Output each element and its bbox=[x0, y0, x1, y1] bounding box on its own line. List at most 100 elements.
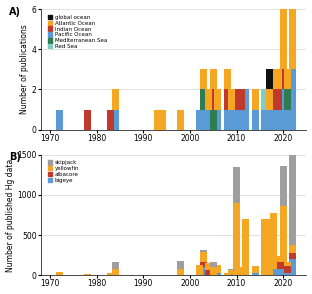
Bar bbox=[238, 110, 245, 130]
Bar bbox=[112, 89, 119, 110]
Text: B): B) bbox=[9, 152, 21, 162]
Bar bbox=[275, 69, 282, 89]
Bar bbox=[210, 263, 217, 267]
Y-axis label: Number of published Hg data: Number of published Hg data bbox=[6, 158, 15, 272]
Bar bbox=[284, 69, 291, 89]
Bar bbox=[228, 89, 235, 110]
Bar bbox=[289, 152, 296, 245]
Bar bbox=[107, 273, 114, 275]
Bar bbox=[242, 219, 249, 275]
Bar bbox=[224, 69, 231, 89]
Bar bbox=[158, 110, 165, 130]
Bar bbox=[205, 270, 212, 275]
Bar bbox=[238, 267, 245, 275]
Bar bbox=[205, 110, 212, 130]
Bar bbox=[224, 89, 231, 110]
Bar bbox=[261, 89, 268, 110]
Bar bbox=[280, 269, 287, 275]
Bar bbox=[112, 269, 119, 275]
Bar bbox=[270, 69, 277, 89]
Text: A): A) bbox=[9, 7, 21, 17]
Bar bbox=[210, 89, 217, 110]
Bar bbox=[214, 89, 222, 110]
Bar bbox=[284, 266, 291, 273]
Bar bbox=[275, 110, 282, 130]
Bar bbox=[233, 110, 240, 130]
Bar bbox=[224, 110, 231, 130]
Bar bbox=[228, 270, 235, 274]
Bar bbox=[280, 206, 287, 263]
Bar bbox=[228, 274, 235, 275]
Bar bbox=[289, 9, 296, 69]
Legend: skipjack, yellowfin, albacore, bigeye: skipjack, yellowfin, albacore, bigeye bbox=[46, 159, 81, 185]
Bar bbox=[177, 261, 184, 269]
Bar bbox=[177, 110, 184, 130]
Bar bbox=[284, 89, 291, 110]
Bar bbox=[233, 89, 240, 110]
Bar bbox=[275, 269, 282, 275]
Bar bbox=[200, 69, 207, 89]
Bar bbox=[252, 266, 259, 273]
Bar bbox=[280, 89, 287, 130]
Bar bbox=[200, 263, 207, 267]
Bar bbox=[205, 89, 212, 110]
Bar bbox=[200, 267, 207, 275]
Bar bbox=[196, 265, 203, 275]
Bar bbox=[270, 269, 277, 275]
Bar bbox=[224, 273, 231, 275]
Bar bbox=[289, 245, 296, 253]
Bar bbox=[214, 265, 222, 273]
Bar bbox=[200, 89, 207, 110]
Bar bbox=[200, 110, 207, 130]
Bar bbox=[210, 69, 217, 89]
Bar bbox=[275, 263, 282, 269]
Bar bbox=[289, 259, 296, 275]
Bar bbox=[233, 203, 240, 275]
Bar bbox=[270, 213, 277, 269]
Bar bbox=[284, 263, 291, 266]
Y-axis label: Number of publications: Number of publications bbox=[20, 24, 29, 114]
Bar bbox=[289, 69, 296, 130]
Bar bbox=[266, 69, 273, 89]
Bar bbox=[275, 89, 282, 110]
Bar bbox=[205, 263, 212, 270]
Bar bbox=[252, 110, 259, 130]
Bar bbox=[280, 69, 287, 89]
Bar bbox=[56, 272, 63, 275]
Bar bbox=[154, 110, 161, 130]
Bar bbox=[112, 263, 119, 269]
Bar bbox=[200, 252, 207, 263]
Bar bbox=[238, 89, 245, 110]
Bar bbox=[214, 110, 222, 130]
Legend: global ocean, Atlantic Ocean, Indian Ocean, Pacific Ocean, Mediterranean Sea, Re: global ocean, Atlantic Ocean, Indian Oce… bbox=[46, 13, 109, 51]
Bar bbox=[266, 110, 273, 130]
Bar bbox=[280, 263, 287, 269]
Bar bbox=[177, 269, 184, 275]
Bar bbox=[252, 89, 259, 110]
Bar bbox=[56, 110, 63, 130]
Bar bbox=[252, 273, 259, 275]
Bar bbox=[280, 9, 287, 69]
Bar bbox=[284, 273, 291, 275]
Bar bbox=[284, 110, 291, 130]
Bar bbox=[242, 89, 249, 130]
Bar bbox=[214, 273, 222, 275]
Bar bbox=[228, 269, 235, 270]
Bar bbox=[210, 267, 217, 275]
Bar bbox=[275, 256, 282, 263]
Bar bbox=[266, 89, 273, 110]
Bar bbox=[200, 250, 207, 252]
Bar bbox=[266, 219, 273, 275]
Bar bbox=[270, 89, 277, 110]
Bar bbox=[210, 110, 217, 130]
Bar bbox=[261, 110, 268, 130]
Bar bbox=[270, 110, 277, 130]
Bar bbox=[228, 110, 235, 130]
Bar bbox=[84, 274, 91, 275]
Bar bbox=[280, 166, 287, 206]
Bar bbox=[289, 253, 296, 259]
Bar bbox=[196, 110, 203, 130]
Bar bbox=[233, 167, 240, 203]
Bar bbox=[261, 219, 268, 275]
Bar bbox=[107, 110, 114, 130]
